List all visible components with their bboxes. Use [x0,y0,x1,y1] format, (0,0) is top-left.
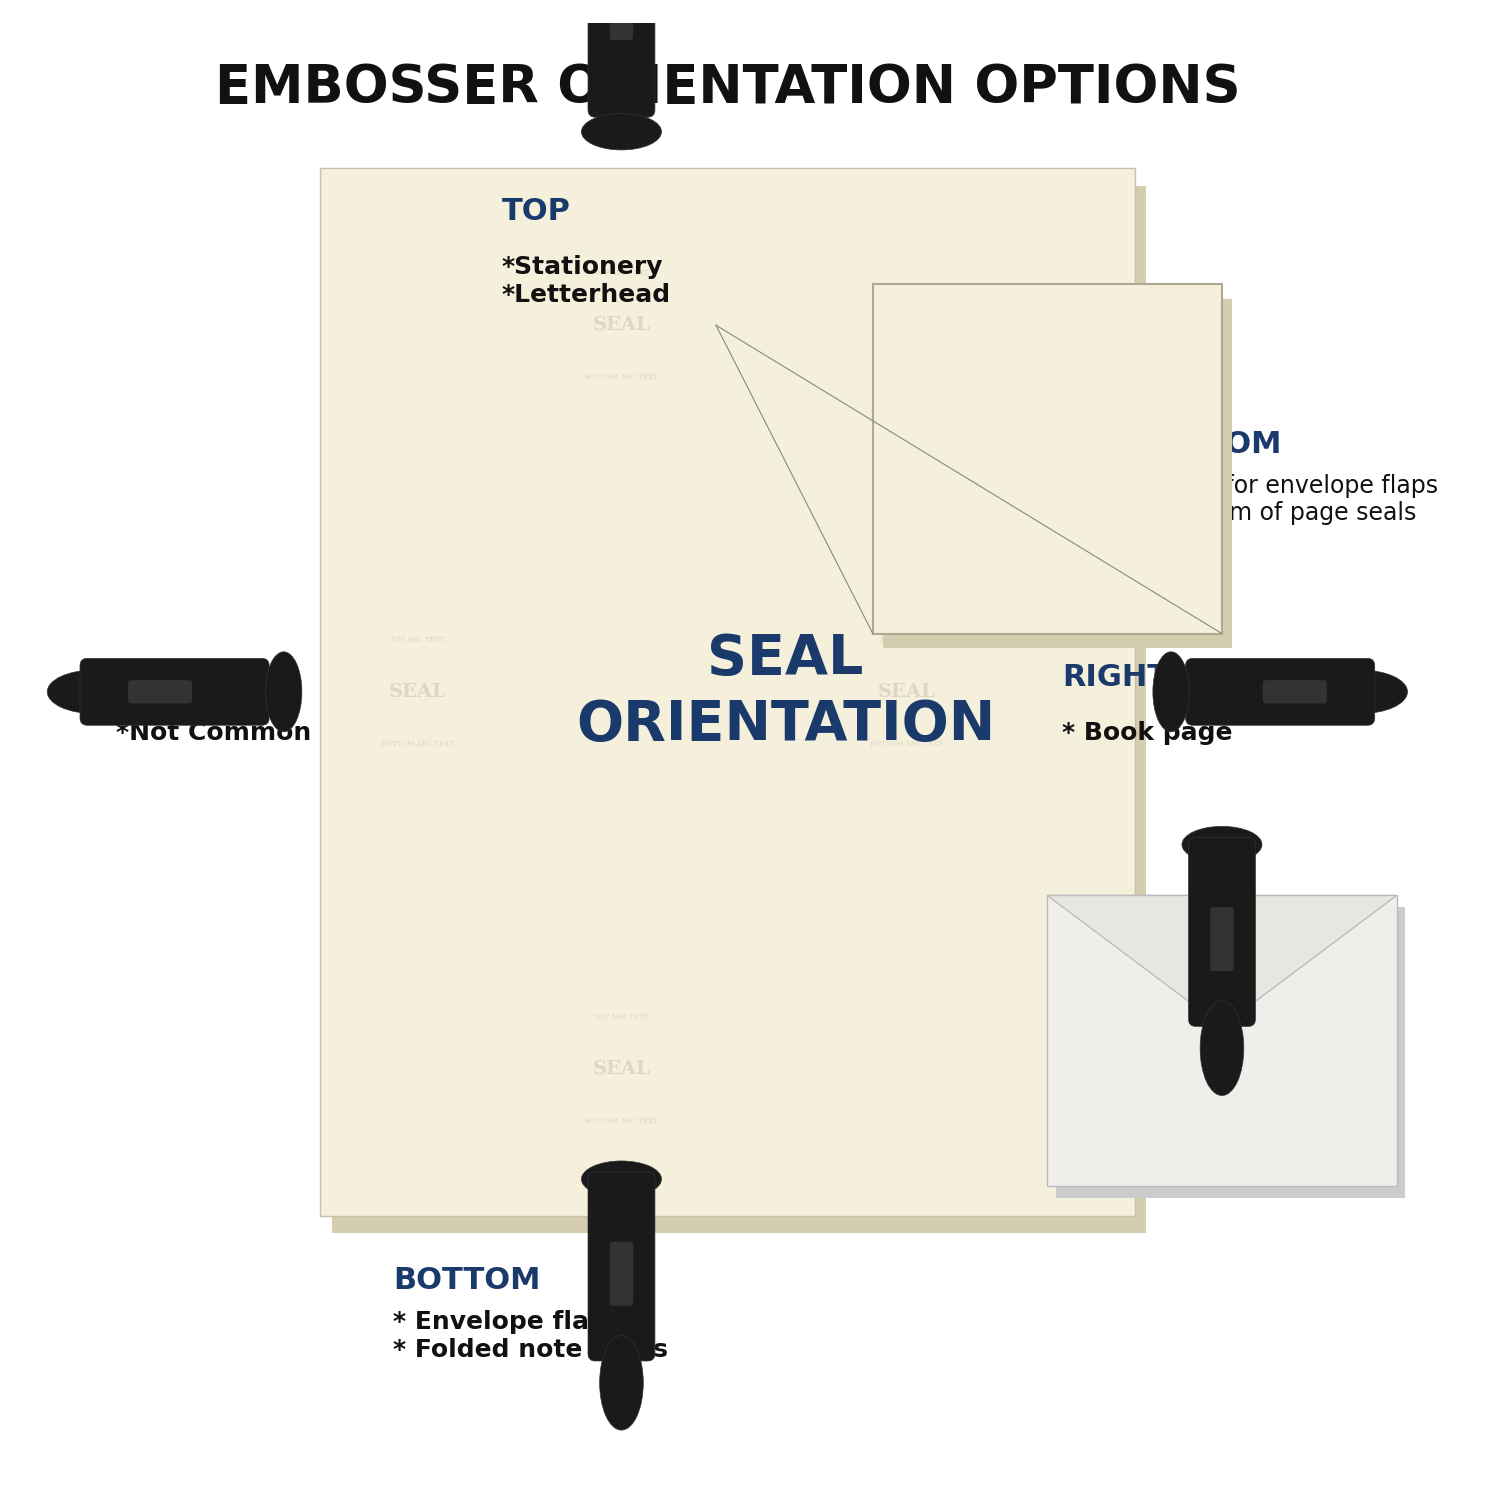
FancyBboxPatch shape [588,1172,656,1360]
Text: TOP ARC TEXT: TOP ARC TEXT [594,1013,650,1022]
Ellipse shape [266,652,302,732]
FancyBboxPatch shape [320,168,1134,1215]
Text: BOTTOM ARC TEXT: BOTTOM ARC TEXT [990,530,1106,540]
Text: TOP ARC TEXT: TOP ARC TEXT [879,636,934,644]
Text: SEAL
ORIENTATION: SEAL ORIENTATION [576,632,994,752]
Text: EMBOSSER ORIENTATION OPTIONS: EMBOSSER ORIENTATION OPTIONS [214,62,1240,114]
Text: * Book page: * Book page [1062,722,1233,746]
Ellipse shape [1200,1000,1243,1095]
Text: TOP: TOP [503,198,572,226]
Text: SEAL: SEAL [388,682,447,700]
Text: TOP ARC TEXT: TOP ARC TEXT [1206,974,1237,978]
Text: BOTTOM: BOTTOM [393,1266,540,1296]
Text: SEAL: SEAL [592,1060,651,1078]
Text: SEAL: SEAL [1206,1000,1239,1011]
FancyBboxPatch shape [80,658,268,726]
Text: RIGHT: RIGHT [1062,663,1168,692]
FancyBboxPatch shape [1056,908,1406,1198]
Text: *Not Common: *Not Common [117,722,312,746]
FancyBboxPatch shape [610,0,633,40]
Text: *Stationery
*Letterhead: *Stationery *Letterhead [503,255,670,308]
Text: * Envelope flaps
* Folded note cards: * Envelope flaps * Folded note cards [393,1310,668,1362]
Text: Perfect for envelope flaps
or bottom of page seals: Perfect for envelope flaps or bottom of … [1134,474,1438,525]
Text: BOTTOM ARC TEXT: BOTTOM ARC TEXT [585,374,658,381]
Text: SEAL: SEAL [878,682,936,700]
FancyBboxPatch shape [1185,658,1374,726]
Ellipse shape [582,114,662,150]
Text: BOTTOM: BOTTOM [1134,430,1282,459]
Text: BOTTOM ARC TEXT: BOTTOM ARC TEXT [1200,1035,1243,1038]
Text: LEFT: LEFT [117,663,198,692]
FancyBboxPatch shape [873,285,1222,633]
FancyBboxPatch shape [588,0,656,117]
Text: SEAL: SEAL [592,316,651,334]
Ellipse shape [600,1335,644,1430]
Text: BOTTOM ARC TEXT: BOTTOM ARC TEXT [381,740,454,748]
Text: BOTTOM ARC TEXT: BOTTOM ARC TEXT [870,740,944,748]
Text: TOP ARC TEXT: TOP ARC TEXT [1004,378,1090,388]
Ellipse shape [1312,670,1407,714]
FancyBboxPatch shape [1188,837,1256,1026]
Text: BOTTOM ARC TEXT: BOTTOM ARC TEXT [585,1118,658,1125]
Text: TOP ARC TEXT: TOP ARC TEXT [594,268,650,278]
FancyBboxPatch shape [1047,896,1397,1186]
FancyBboxPatch shape [128,680,192,703]
FancyBboxPatch shape [884,298,1232,648]
Ellipse shape [582,1161,662,1197]
FancyBboxPatch shape [1263,680,1326,703]
Polygon shape [1047,896,1397,1026]
Text: TOP ARC TEXT: TOP ARC TEXT [390,636,445,644]
Ellipse shape [1154,652,1190,732]
Text: SEAL: SEAL [1007,446,1089,472]
Ellipse shape [48,670,142,714]
Ellipse shape [1182,827,1262,862]
FancyBboxPatch shape [332,186,1146,1233]
FancyBboxPatch shape [610,1242,633,1305]
FancyBboxPatch shape [1210,908,1233,970]
